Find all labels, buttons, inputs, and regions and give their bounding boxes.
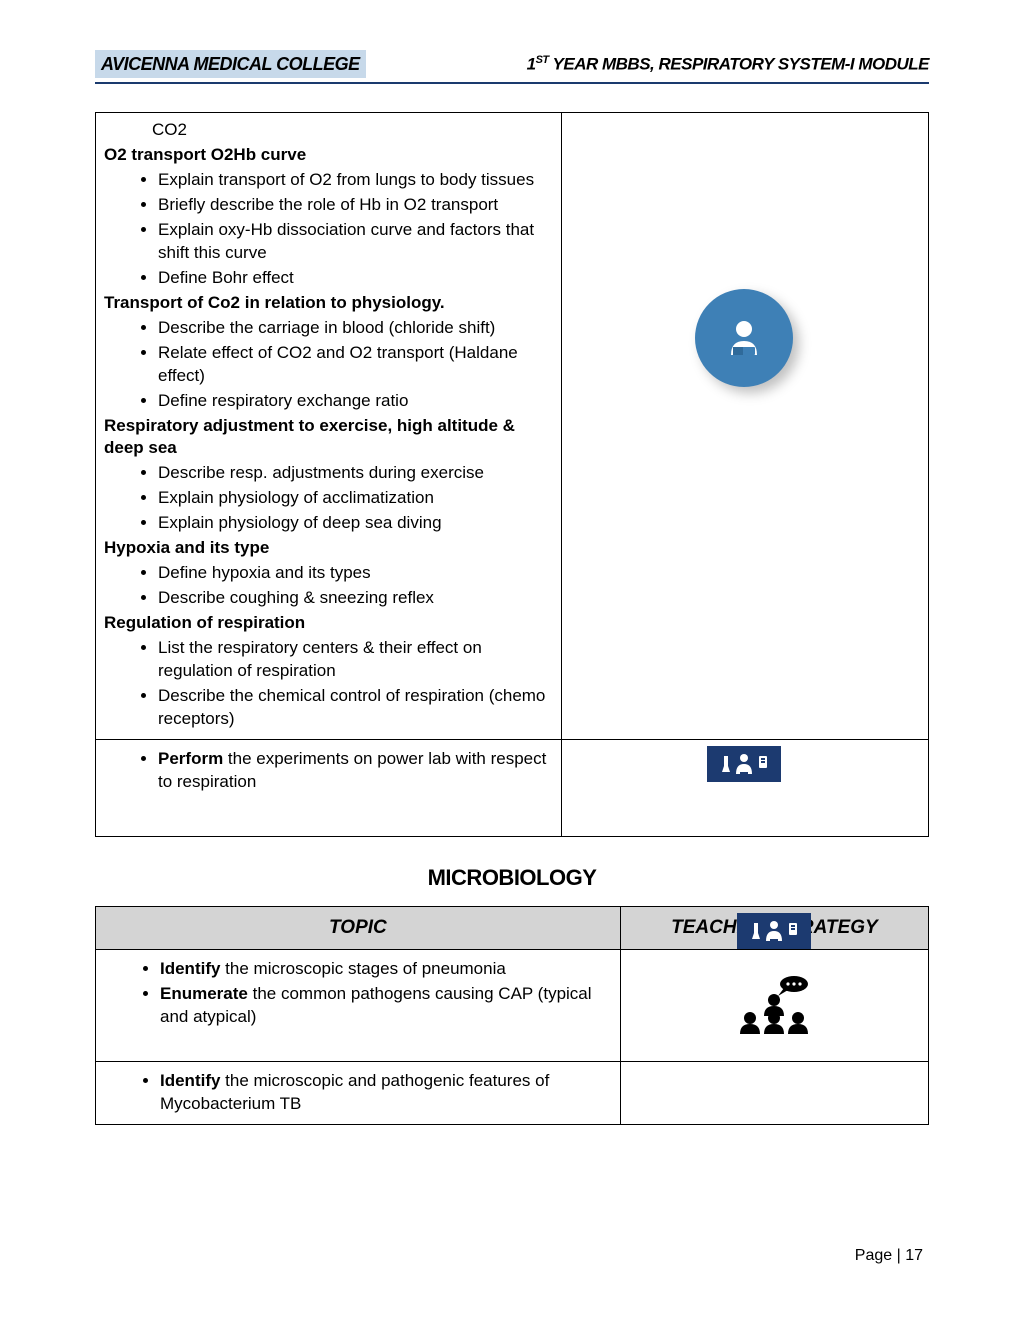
bullet-list: Define hypoxia and its types Describe co… <box>152 562 551 610</box>
bullet-list: Identify the microscopic and pathogenic … <box>154 1070 610 1116</box>
th-topic: TOPIC <box>96 907 621 950</box>
physiology-topic-table: CO2 O2 transport O2Hb curve Explain tran… <box>95 112 929 836</box>
list-item: Relate effect of CO2 and O2 transport (H… <box>158 342 551 388</box>
lab-badge-icon <box>707 746 781 782</box>
list-item: Identify the microscopic and pathogenic … <box>160 1070 610 1116</box>
lab-badge-icon <box>737 913 811 949</box>
micro-topic-cell: Identify the microscopic and pathogenic … <box>96 1061 621 1124</box>
bold-word: Perform <box>158 749 223 768</box>
list-item: Describe the chemical control of respira… <box>158 685 551 731</box>
group-discussion-icon <box>631 974 918 1036</box>
strategy-cell-main <box>562 113 929 739</box>
bullet-list: Describe resp. adjustments during exerci… <box>152 462 551 535</box>
microbiology-table: TOPIC TEACHING STRATEGY Identify the m <box>95 906 929 1124</box>
topic-cell-perform: Perform the experiments on power lab wit… <box>96 739 562 836</box>
topic-cell-main: CO2 O2 transport O2Hb curve Explain tran… <box>96 113 562 739</box>
reader-circle-icon <box>695 289 793 387</box>
list-item: Perform the experiments on power lab wit… <box>158 748 551 794</box>
section-title: Respiratory adjustment to exercise, high… <box>104 415 551 461</box>
list-item: Define Bohr effect <box>158 267 551 290</box>
section-title: Hypoxia and its type <box>104 537 551 560</box>
list-item: Describe the carriage in blood (chloride… <box>158 317 551 340</box>
micro-topic-cell: Identify the microscopic stages of pneum… <box>96 949 621 1061</box>
section-title: Transport of Co2 in relation to physiolo… <box>104 292 551 315</box>
list-item: Define hypoxia and its types <box>158 562 551 585</box>
list-item: Briefly describe the role of Hb in O2 tr… <box>158 194 551 217</box>
micro-strategy-cell <box>620 1061 928 1124</box>
list-item: Explain transport of O2 from lungs to bo… <box>158 169 551 192</box>
list-item: Describe coughing & sneezing reflex <box>158 587 551 610</box>
section-title: Regulation of respiration <box>104 612 551 635</box>
bullet-list: Explain transport of O2 from lungs to bo… <box>152 169 551 290</box>
list-item: Enumerate the common pathogens causing C… <box>160 983 610 1029</box>
strategy-cell-perform <box>562 739 929 836</box>
section-heading: MICROBIOLOGY <box>95 863 929 893</box>
list-item: Explain physiology of deep sea diving <box>158 512 551 535</box>
th-strategy: TEACHING STRATEGY <box>620 907 928 950</box>
bullet-list: List the respiratory centers & their eff… <box>152 637 551 731</box>
bullet-list: Identify the microscopic stages of pneum… <box>154 958 610 1029</box>
bullet-list: Perform the experiments on power lab wit… <box>152 748 551 794</box>
page-footer: Page | 17 <box>95 1245 929 1267</box>
list-item: Identify the microscopic stages of pneum… <box>160 958 610 981</box>
list-item: Define respiratory exchange ratio <box>158 390 551 413</box>
list-item: Describe resp. adjustments during exerci… <box>158 462 551 485</box>
list-item: List the respiratory centers & their eff… <box>158 637 551 683</box>
list-item: Explain oxy-Hb dissociation curve and fa… <box>158 219 551 265</box>
micro-strategy-cell <box>620 949 928 1061</box>
module-title: 1ST YEAR MBBS, RESPIRATORY SYSTEM-I MODU… <box>527 53 929 77</box>
list-item: Explain physiology of acclimatization <box>158 487 551 510</box>
co2-label: CO2 <box>152 119 551 142</box>
college-name: AVICENNA MEDICAL COLLEGE <box>95 50 366 78</box>
section-title: O2 transport O2Hb curve <box>104 144 551 167</box>
page-header: AVICENNA MEDICAL COLLEGE 1ST YEAR MBBS, … <box>95 50 929 84</box>
bullet-list: Describe the carriage in blood (chloride… <box>152 317 551 413</box>
